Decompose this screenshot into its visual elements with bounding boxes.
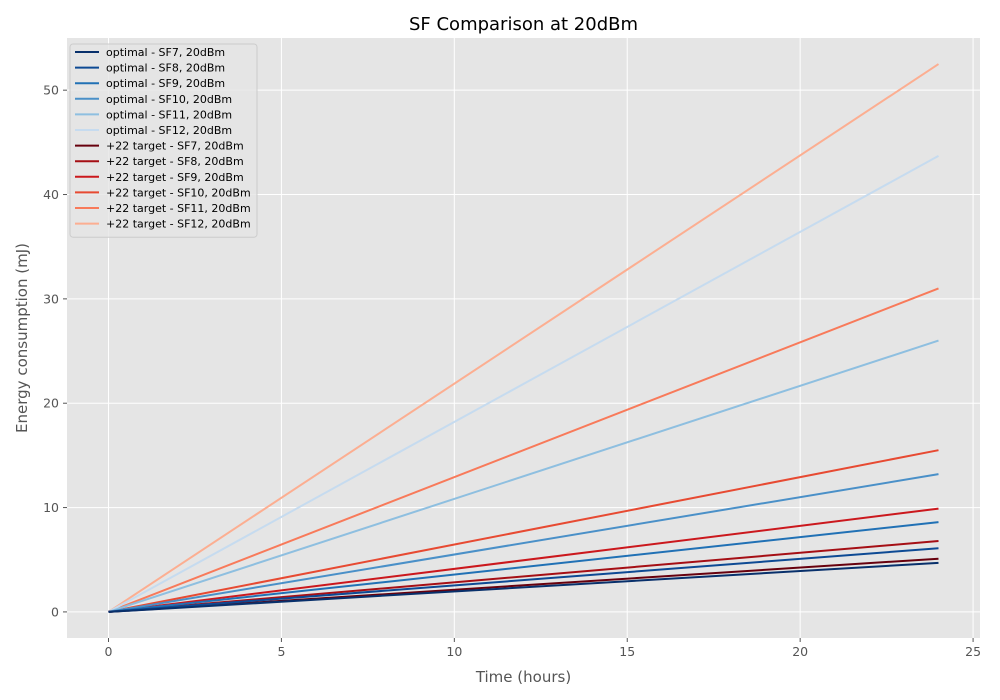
legend-entry-6: +22 target - SF7, 20dBm [106,140,244,153]
x-axis-label: Time (hours) [475,668,571,686]
legend-entry-7: +22 target - SF8, 20dBm [106,155,244,168]
x-tick-label-1: 5 [277,644,285,659]
series-line-3 [108,473,939,613]
series-line-2 [108,521,939,613]
y-tick-label-3: 30 [43,291,59,306]
x-tick-label-2: 10 [446,644,462,659]
series-line-10 [108,287,939,613]
x-tick-label-3: 15 [619,644,635,659]
y-axis-label: Energy consumption (mJ) [13,243,31,433]
x-tick-label-4: 20 [792,644,808,659]
legend-entry-11: +22 target - SF12, 20dBm [106,218,251,231]
legend-entry-3: optimal - SF10, 20dBm [106,93,232,106]
x-tick-label-0: 0 [105,644,113,659]
legend-entry-10: +22 target - SF11, 20dBm [106,202,251,215]
y-tick-label-4: 40 [43,187,59,202]
y-tick-label-2: 20 [43,396,59,411]
y-tick-label-0: 0 [51,604,59,619]
y-tick-label-1: 10 [43,500,59,515]
legend-entry-9: +22 target - SF10, 20dBm [106,186,251,199]
axis-ticks: 0 5 10 15 20 25 0 10 20 30 40 50 [43,83,981,659]
series-line-0 [108,561,939,613]
series-line-8 [108,507,939,613]
legend-box [69,43,258,238]
legend-entry-5: optimal - SF12, 20dBm [106,124,232,137]
series-line-7 [108,539,939,613]
legend-entry-1: optimal - SF8, 20dBm [106,62,225,75]
legend: optimal - SF7, 20dBm optimal - SF8, 20dBm… [69,43,258,238]
legend-entry-0: optimal - SF7, 20dBm [106,46,225,59]
chart-title: SF Comparison at 20dBm [409,14,638,35]
series-line-9 [108,449,939,613]
legend-entry-2: optimal - SF9, 20dBm [106,77,225,90]
y-tick-label-5: 50 [43,83,59,98]
series-line-5 [108,155,939,613]
legend-entry-8: +22 target - SF9, 20dBm [106,171,244,184]
series-line-1 [108,547,939,613]
grid [67,38,980,638]
legend-entry-4: optimal - SF11, 20dBm [106,108,232,121]
series-line-4 [108,339,939,613]
series-lines [107,63,940,613]
series-line-11 [107,63,940,613]
x-tick-label-5: 25 [965,644,981,659]
